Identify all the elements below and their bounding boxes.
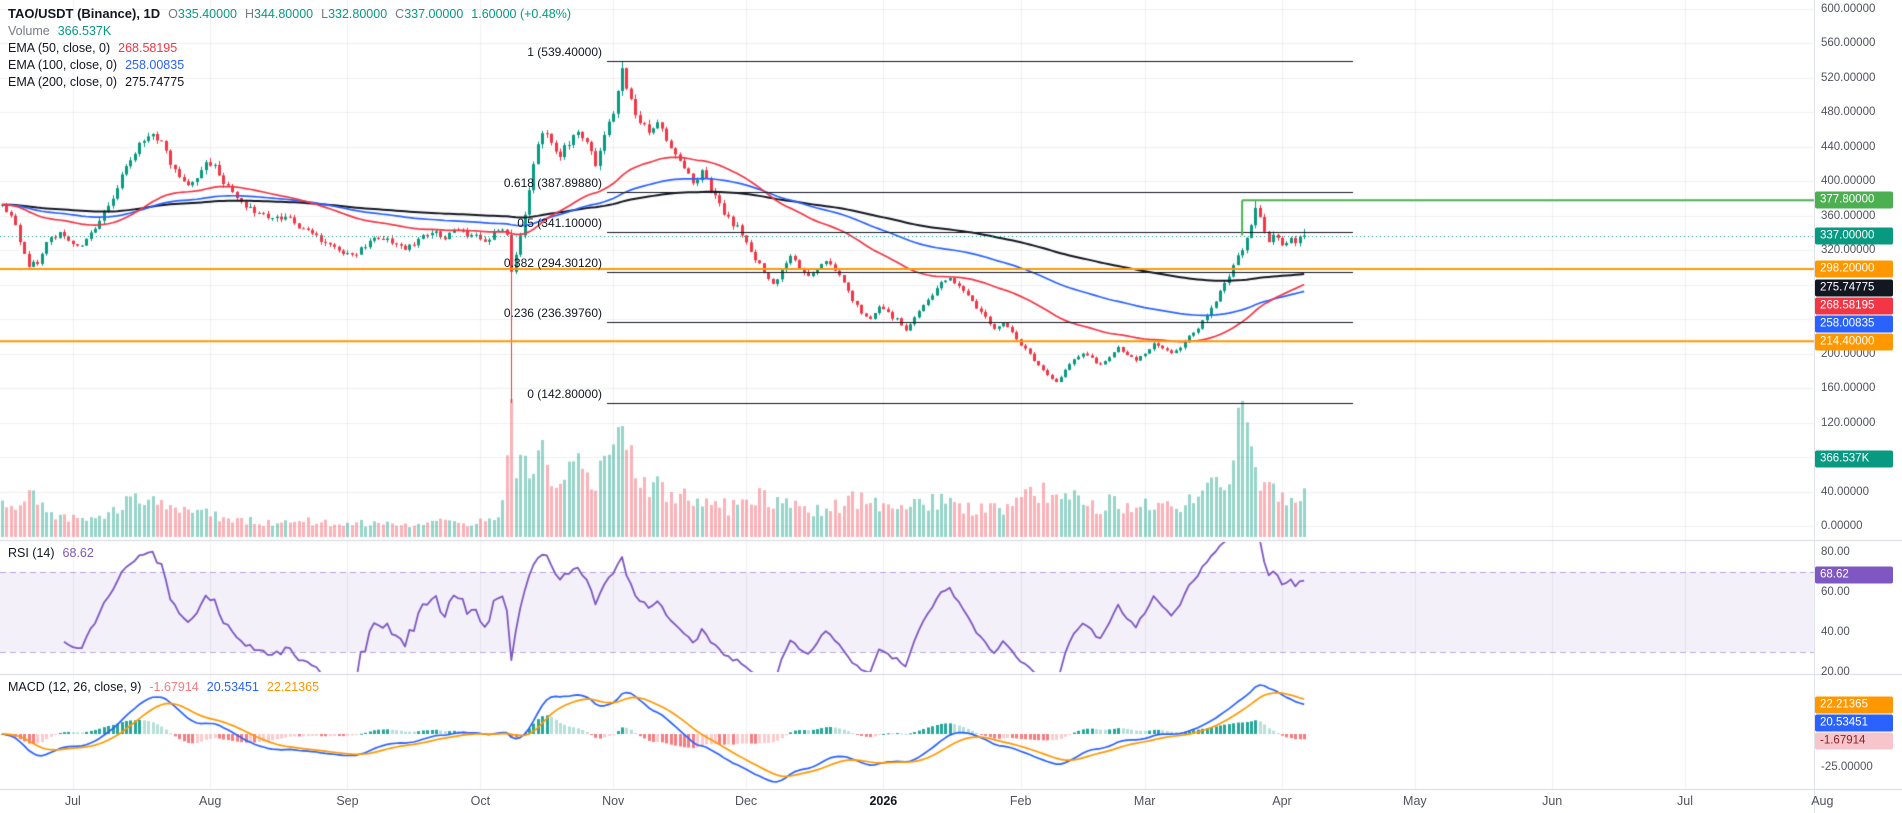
price-axis-separator <box>1814 0 1815 813</box>
